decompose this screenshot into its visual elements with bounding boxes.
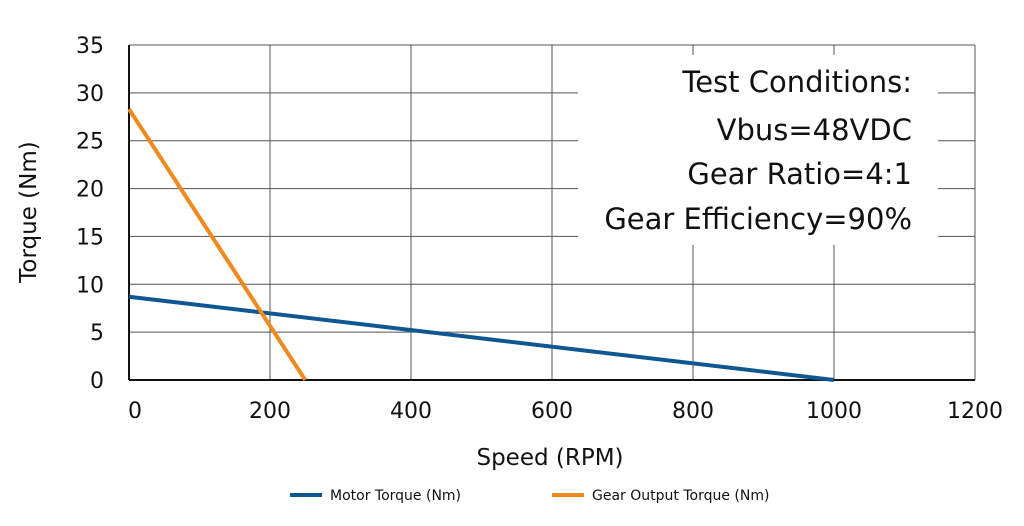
y-tick-label: 35 xyxy=(76,34,104,59)
annotation-background xyxy=(578,55,938,245)
legend-label-gear-output-torque: Gear Output Torque (Nm) xyxy=(592,488,769,504)
y-tick-label: 10 xyxy=(76,273,104,298)
y-tick-label: 5 xyxy=(90,321,104,346)
series-line-motor-torque xyxy=(128,294,835,382)
annotation-line: Gear Ratio=4:1 xyxy=(687,157,912,191)
x-tick-label: 800 xyxy=(672,399,714,424)
test-conditions-annotation: Test Conditions: Vbus=48VDC Gear Ratio=4… xyxy=(578,55,938,245)
x-tick-label: 0 xyxy=(128,399,142,424)
y-axis-label: Torque (Nm) xyxy=(16,141,42,283)
x-tick-label: 200 xyxy=(249,399,291,424)
series-lines xyxy=(127,108,835,382)
x-axis-label: Speed (RPM) xyxy=(476,445,623,471)
y-tick-label: 30 xyxy=(76,82,104,107)
x-tick-label: 400 xyxy=(390,399,432,424)
annotation-line: Gear Efficiency=90% xyxy=(604,202,912,236)
legend-label-motor-torque: Motor Torque (Nm) xyxy=(330,488,461,504)
y-tick-label: 0 xyxy=(90,369,104,394)
y-tick-label: 20 xyxy=(76,178,104,203)
y-tick-label: 25 xyxy=(76,130,104,155)
tick-labels: 0 200 400 600 800 1000 1200 0 5 10 15 20 25 30 35 xyxy=(76,34,1003,424)
series-line-gear-output-torque xyxy=(127,108,307,382)
x-tick-label: 600 xyxy=(531,399,573,424)
x-tick-label: 1000 xyxy=(806,399,862,424)
x-tick-label: 1200 xyxy=(947,399,1003,424)
annotation-line: Vbus=48VDC xyxy=(717,113,912,147)
annotation-line: Test Conditions: xyxy=(681,65,912,99)
legend: Motor Torque (Nm) Gear Output Torque (Nm… xyxy=(290,488,769,504)
y-tick-label: 15 xyxy=(76,225,104,250)
